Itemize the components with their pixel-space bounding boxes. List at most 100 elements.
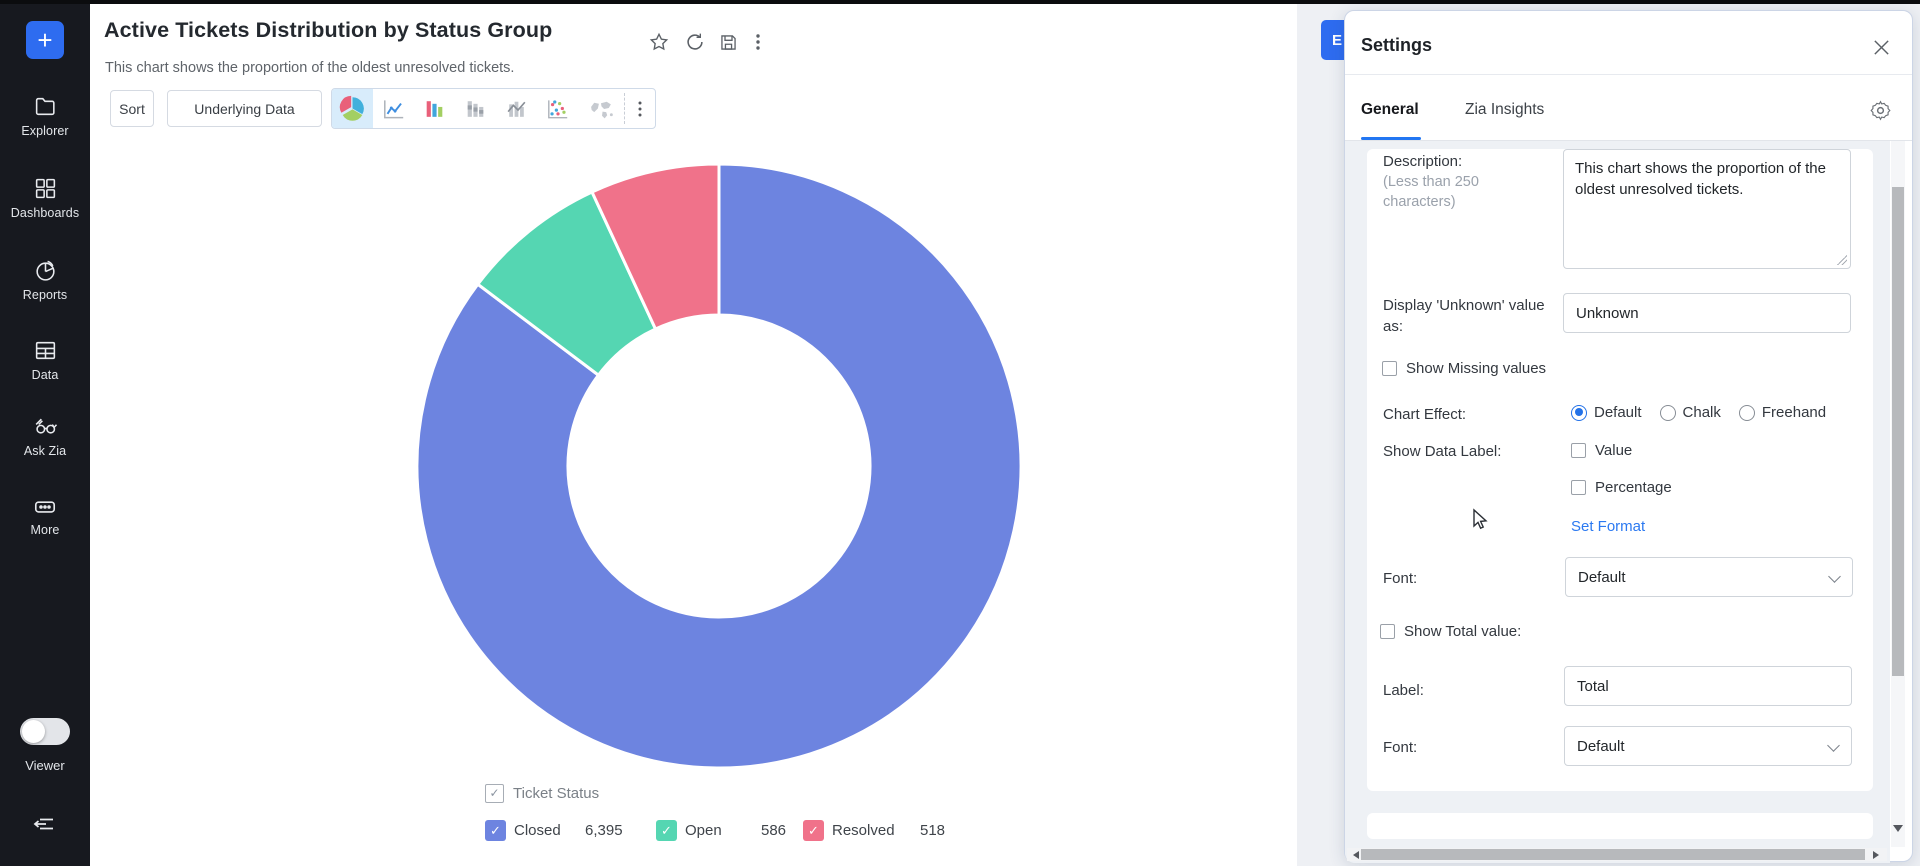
show-missing-label: Show Missing values [1406,360,1547,377]
more-ellipsis-icon [34,501,56,513]
chart-type-scatter-button[interactable] [537,89,578,128]
display-unknown-input[interactable]: Unknown [1563,293,1851,333]
total-font-select[interactable]: Default [1564,726,1852,766]
donut-chart [415,162,1023,770]
window-top-edge [0,0,1920,4]
viewer-toggle[interactable] [20,718,70,745]
show-missing-checkbox[interactable] [1382,361,1397,376]
collapse-sidebar-button[interactable] [31,810,59,838]
legend-checkbox-resolved[interactable]: ✓ [803,819,824,841]
donut-segment-closed[interactable] [415,162,1023,770]
data-label-font-value: Default [1578,568,1626,586]
sidebar-item-explorer[interactable]: Explorer [0,94,90,138]
page-title: Active Tickets Distribution by Status Gr… [104,18,553,42]
radio-freehand-label: Freehand [1761,404,1827,421]
legend-group-row: ✓ Ticket Status [485,783,599,803]
vertical-scrollbar[interactable] [1891,141,1905,847]
legend-value: 6,395 [585,821,623,839]
save-icon[interactable] [715,29,741,55]
chart-type-map-button[interactable] [578,89,624,128]
legend-checkbox-open[interactable]: ✓ [656,819,677,841]
kebab-menu-icon [638,101,642,116]
data-label-percentage-row: Percentage [1571,479,1672,496]
sidebar-item-more[interactable]: More [0,496,90,537]
radio-chalk-label: Chalk [1682,404,1721,421]
underlying-data-button[interactable]: Underlying Data [167,90,322,127]
create-new-button[interactable]: + [26,21,64,59]
description-label-text: Description: [1383,153,1463,170]
legend-value: 586 [761,821,787,839]
line-chart-type-icon [383,99,403,118]
sidebar-item-dashboards[interactable]: Dashboards [0,176,90,220]
chart-type-stacked-bar-button[interactable] [455,89,496,128]
folder-icon [35,97,55,116]
tabbar-divider [1345,140,1912,141]
settings-panel: Settings General Zia Insights Descriptio… [1344,10,1913,863]
chart-type-pie-button[interactable] [332,89,373,128]
radio-chalk[interactable] [1659,404,1676,421]
header-divider [1345,74,1912,75]
data-table-icon [35,341,55,360]
tab-zia-insights[interactable]: Zia Insights [1465,101,1545,118]
toggle-knob [22,720,45,743]
sidebar-item-label: Dashboards [10,206,80,220]
total-label-value: Total [1577,677,1609,695]
show-total-checkbox[interactable] [1380,624,1395,639]
settings-title: Settings [1361,35,1433,55]
legend-label: Open [685,821,722,839]
total-font-label: Font: [1383,739,1418,756]
legend-label: Resolved [832,821,895,839]
horizontal-scroll-thumb[interactable] [1361,849,1865,860]
legend-checkbox-closed[interactable]: ✓ [485,819,506,841]
legend-group-checkbox[interactable]: ✓ [485,783,504,803]
tab-general[interactable]: General [1361,101,1419,118]
description-textarea[interactable]: This chart shows the proportion of the o… [1563,149,1851,269]
settings-body: Description: (Less than 250 characters) … [1345,141,1890,863]
sidebar: + Explorer Dashboards Reports Data Ask Z… [0,0,90,866]
scroll-left-arrow[interactable] [1349,850,1359,859]
scroll-down-arrow[interactable] [1893,825,1903,837]
settings-card: Description: (Less than 250 characters) … [1367,149,1873,791]
sidebar-item-label: Explorer [21,124,69,138]
chart-type-more-button[interactable] [625,89,655,128]
total-label-input[interactable]: Total [1564,666,1852,706]
vertical-scroll-thumb[interactable] [1892,187,1904,676]
show-data-label-label: Show Data Label: [1383,443,1502,460]
dashboard-grid-icon [35,178,55,199]
data-label-font-select[interactable]: Default [1565,557,1853,597]
gear-icon[interactable] [1867,97,1893,123]
percentage-checkbox[interactable] [1571,480,1586,495]
display-unknown-label: Display 'Unknown' value as: [1383,297,1545,335]
resize-grip[interactable] [1837,255,1847,265]
sidebar-item-reports[interactable]: Reports [0,258,90,302]
refresh-icon[interactable] [682,29,708,55]
value-checkbox[interactable] [1571,443,1586,458]
sidebar-item-ask-zia[interactable]: Ask Zia [0,414,90,458]
legend-item-resolved[interactable]: ✓ Resolved 518 [803,819,945,841]
chart-type-line-button[interactable] [373,89,414,128]
sort-button[interactable]: Sort [110,90,154,127]
description-value: This chart shows the proportion of the o… [1575,160,1826,198]
sidebar-item-data[interactable]: Data [0,338,90,382]
favorite-star-icon[interactable] [646,29,672,55]
radio-default[interactable] [1571,404,1587,421]
pie-chart-type-icon [339,95,364,121]
scroll-right-arrow[interactable] [1873,851,1883,859]
close-icon[interactable] [1867,33,1895,61]
chart-type-combo-button[interactable] [496,89,537,128]
legend-item-closed[interactable]: ✓ Closed 6,395 [485,819,623,841]
donut-segment-resolved[interactable] [590,162,721,331]
report-description: This chart shows the proportion of the o… [105,60,515,76]
radio-freehand[interactable] [1738,404,1755,421]
combo-chart-type-icon [507,101,526,117]
legend-item-open[interactable]: ✓ Open 586 [656,819,786,841]
data-label-value-row: Value [1571,442,1632,459]
chart-effect-options: Default Chalk Freehand [1571,404,1826,421]
title-kebab-menu-icon[interactable] [745,29,771,55]
legend-label: Closed [514,821,561,839]
legend-value: 518 [920,821,946,839]
chart-type-bar-button[interactable] [414,89,455,128]
set-format-link[interactable]: Set Format [1571,518,1646,535]
horizontal-scrollbar[interactable] [1347,848,1887,861]
percentage-checkbox-label: Percentage [1595,479,1672,496]
